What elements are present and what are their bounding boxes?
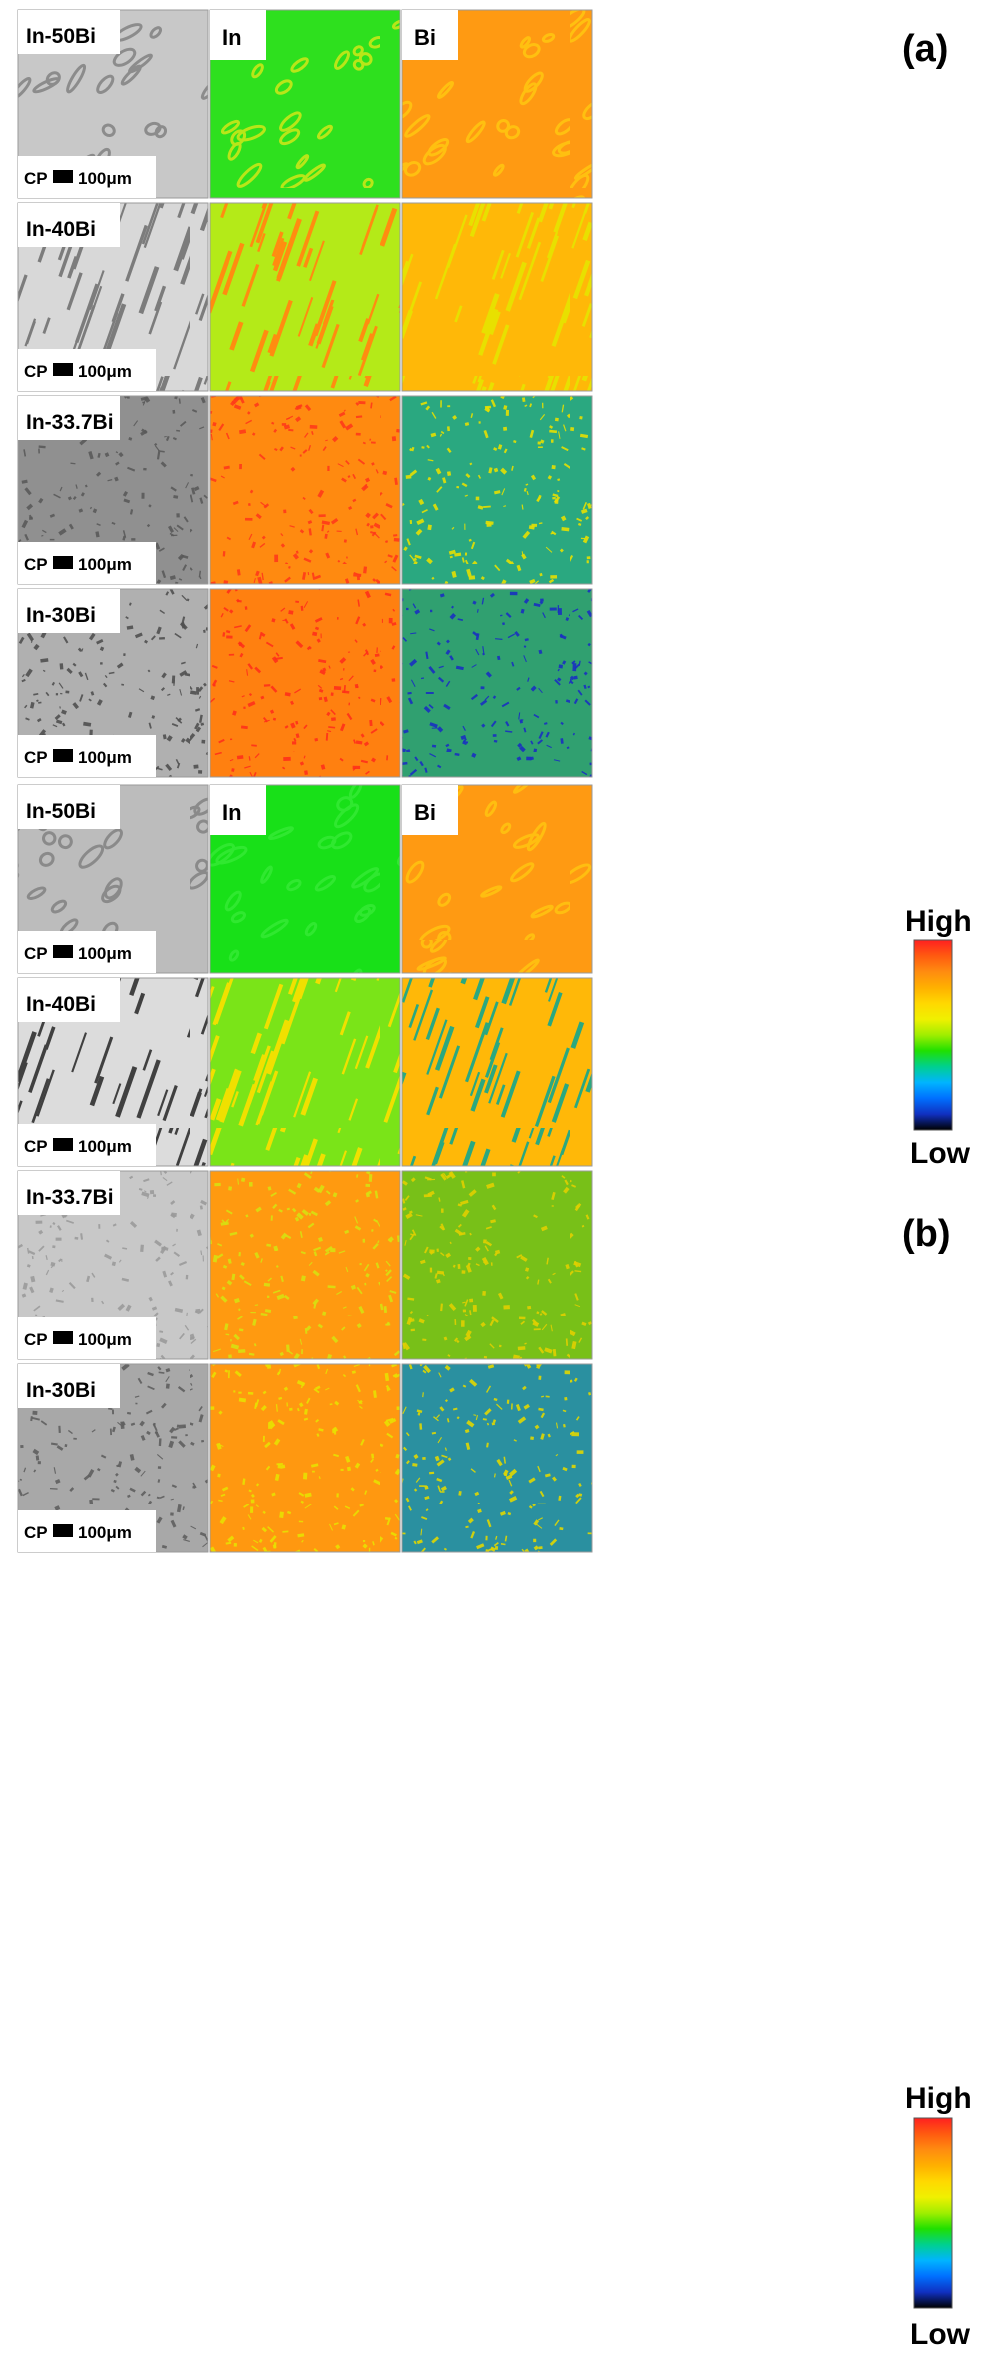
alloy-label: In-40Bi <box>26 993 96 1016</box>
scale-bar-length: 100μm <box>78 169 132 188</box>
scale-bar <box>53 363 73 376</box>
scale-bar-prefix: CP <box>24 944 48 963</box>
colorbars <box>913 939 953 2309</box>
bi-map-a-4 <box>401 588 593 778</box>
alloy-label: In-33.7Bi <box>26 411 114 434</box>
overlay-labels: In-50Bi CP 100μm In Bi In-40Bi CP 100μm In-33.7B… <box>18 10 458 1552</box>
scale-bar-prefix: CP <box>24 1523 48 1542</box>
scale-bar-bg <box>18 156 156 198</box>
bi-map-a-2 <box>401 202 593 392</box>
scale-bar-bg <box>18 1510 156 1552</box>
colorbar-b-low-label: Low <box>910 2318 970 2351</box>
column-label-bg <box>210 785 266 835</box>
alloy-label: In-50Bi <box>26 25 96 48</box>
colorbar-b-high-label: High <box>905 2082 972 2115</box>
scale-bar-length: 100μm <box>78 362 132 381</box>
scale-bar <box>53 749 73 762</box>
scale-bar-prefix: CP <box>24 362 48 381</box>
colorbar-a <box>913 939 953 1131</box>
bi-map-b-2 <box>401 977 593 1167</box>
panel-label-b: (b) <box>902 1213 951 1255</box>
scale-bar-length: 100μm <box>78 748 132 767</box>
scale-bar-prefix: CP <box>24 748 48 767</box>
scale-bar-bg <box>18 931 156 973</box>
scale-bar-length: 100μm <box>78 944 132 963</box>
scale-bar <box>53 170 73 183</box>
alloy-label: In-40Bi <box>26 218 96 241</box>
alloy-label: In-50Bi <box>26 800 96 823</box>
column-label-in: In <box>222 800 242 825</box>
bi-map-a-3 <box>401 395 593 585</box>
alloy-label-bg <box>18 589 120 633</box>
column-label-bg <box>402 785 458 835</box>
scale-bar-bg <box>18 542 156 584</box>
in-map-a-4 <box>209 588 401 778</box>
alloy-label: In-30Bi <box>26 604 96 627</box>
scale-bar-prefix: CP <box>24 1330 48 1349</box>
scale-bar-prefix: CP <box>24 169 48 188</box>
alloy-label-bg <box>18 785 120 829</box>
alloy-label-bg <box>18 203 120 247</box>
alloy-label: In-30Bi <box>26 1379 96 1402</box>
scale-bar-bg <box>18 1317 156 1359</box>
in-map-b-4 <box>209 1363 401 1553</box>
scale-bar-prefix: CP <box>24 555 48 574</box>
colorbar-a-high-label: High <box>905 905 972 938</box>
scale-bar <box>53 1331 73 1344</box>
scale-bar-bg <box>18 735 156 777</box>
colorbar-b <box>913 2117 953 2309</box>
alloy-label-bg <box>18 396 120 440</box>
scale-bar-length: 100μm <box>78 555 132 574</box>
in-map-a-2 <box>209 202 401 392</box>
colorbar-a-low-label: Low <box>910 1137 970 1170</box>
in-map-b-3 <box>209 1170 401 1360</box>
alloy-label-bg <box>18 1171 120 1215</box>
alloy-label-bg <box>18 1364 120 1408</box>
column-label-in: In <box>222 25 242 50</box>
scale-bar <box>53 1524 73 1537</box>
scale-bar-length: 100μm <box>78 1523 132 1542</box>
scale-bar <box>53 945 73 958</box>
alloy-label-bg <box>18 10 120 54</box>
scale-bar-bg <box>18 349 156 391</box>
panel-label-a: (a) <box>902 28 949 70</box>
scale-bar-prefix: CP <box>24 1137 48 1156</box>
bi-map-b-4 <box>401 1363 593 1553</box>
scale-bar <box>53 1138 73 1151</box>
column-label-bi: Bi <box>414 25 436 50</box>
scale-bar-bg <box>18 1124 156 1166</box>
column-label-bi: Bi <box>414 800 436 825</box>
alloy-label-bg <box>18 978 120 1022</box>
in-map-b-2 <box>209 977 401 1167</box>
scale-bar-length: 100μm <box>78 1330 132 1349</box>
column-label-bg <box>210 10 266 60</box>
scale-bar <box>53 556 73 569</box>
in-map-a-3 <box>209 395 401 585</box>
alloy-label: In-33.7Bi <box>26 1186 114 1209</box>
scale-bar-length: 100μm <box>78 1137 132 1156</box>
bi-map-b-3 <box>401 1170 593 1360</box>
column-label-bg <box>402 10 458 60</box>
